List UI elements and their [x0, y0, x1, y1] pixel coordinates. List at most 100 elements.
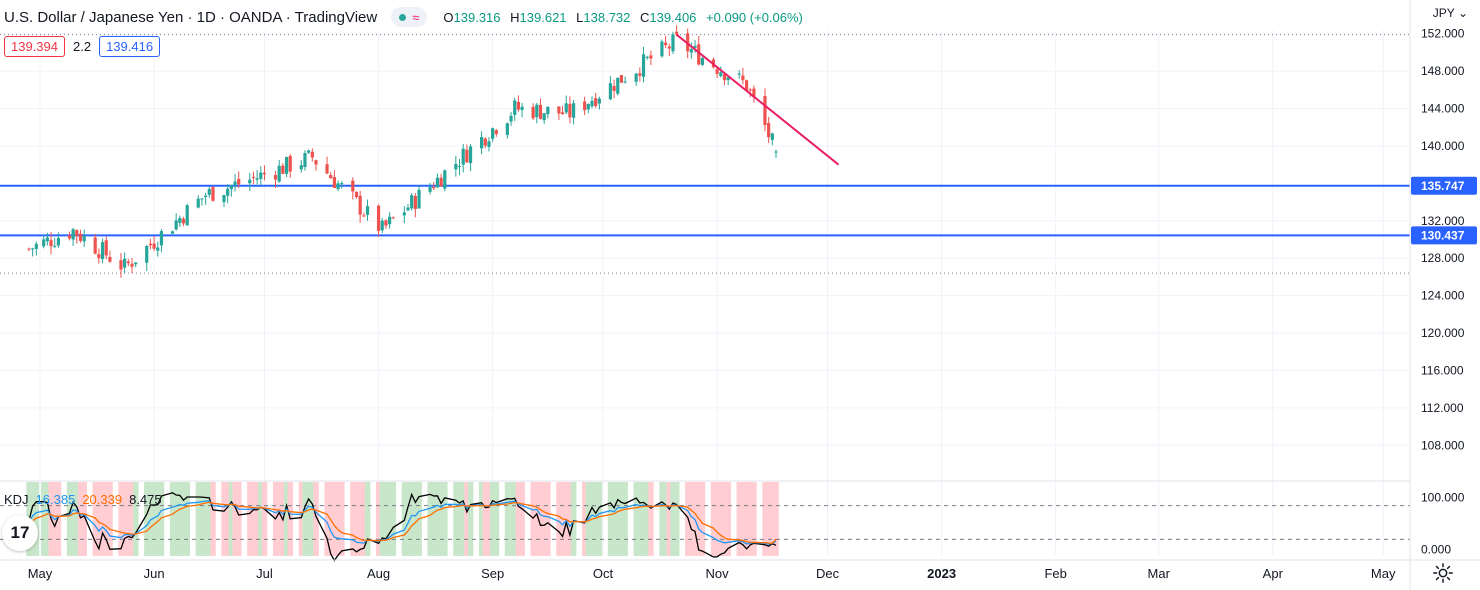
- kdj-bg-bar: [283, 482, 290, 556]
- time-tick-label: Jul: [256, 566, 273, 581]
- kdj-bg-bar: [479, 482, 485, 556]
- kdj-bg-bar: [180, 482, 187, 556]
- kdj-bg-bar: [195, 482, 202, 556]
- time-tick-label: Apr: [1263, 566, 1284, 581]
- candle-body: [388, 216, 392, 225]
- candle-body: [689, 49, 693, 53]
- kdj-bg-bar: [199, 482, 205, 556]
- kdj-bg-bar: [504, 482, 511, 556]
- kdj-bg-bar: [122, 482, 128, 556]
- candle-body: [546, 106, 550, 115]
- candle-body: [237, 178, 241, 185]
- kdj-bg-bar: [228, 482, 235, 556]
- candle-body: [288, 156, 292, 172]
- candle-body: [435, 177, 440, 188]
- kdj-bg-bar: [456, 482, 463, 556]
- kdj-bg-bar: [361, 482, 367, 556]
- candle-body: [181, 218, 186, 224]
- kdj-bg-bar: [512, 482, 518, 556]
- price-tick-label: 144.000: [1421, 102, 1465, 116]
- kdj-bg-bar: [129, 482, 135, 556]
- candle-body: [586, 104, 590, 110]
- candle-body: [465, 149, 469, 163]
- buy-price-button[interactable]: 139.416: [99, 36, 161, 57]
- candle-body: [645, 56, 649, 58]
- candle-body: [262, 172, 267, 175]
- candle-body: [468, 146, 473, 164]
- kdj-bg-bar: [276, 482, 282, 556]
- sell-price-button[interactable]: 139.394: [4, 36, 65, 57]
- currency-selector[interactable]: JPY ⌄: [1432, 6, 1468, 20]
- kdj-bg-bar: [490, 482, 496, 556]
- kdj-bg-bar: [508, 482, 514, 556]
- time-tick-label: 2023: [927, 566, 956, 581]
- kdj-legend: KDJ 16.385 20.339 8.475: [4, 492, 162, 507]
- kdj-bg-bar: [670, 482, 676, 556]
- kdj-bg-bar: [118, 482, 124, 556]
- kdj-bg-bar: [633, 482, 639, 556]
- ohlc-legend: O139.316 H139.621 L138.732 C139.406 +0.0…: [443, 9, 803, 25]
- kdj-bg-bar: [107, 482, 113, 556]
- candle-body: [748, 89, 752, 91]
- candle-body: [697, 44, 701, 65]
- candle-body: [299, 165, 303, 170]
- candle-body: [564, 103, 568, 113]
- candle-body: [649, 55, 653, 59]
- kdj-bg-bar: [736, 482, 742, 556]
- candle-body: [134, 262, 138, 265]
- candle-body: [75, 230, 79, 236]
- market-status[interactable]: ≈: [391, 7, 428, 27]
- candle-body: [480, 136, 484, 149]
- candle-body: [557, 106, 561, 114]
- market-open-dot-icon: [399, 13, 407, 21]
- kdj-bg-bar: [177, 482, 183, 556]
- price-tag-bg: [1411, 226, 1477, 245]
- kdj-bg-bar: [232, 482, 238, 556]
- time-tick-label: Nov: [706, 566, 730, 581]
- candle-body: [130, 263, 134, 267]
- candle-body: [443, 170, 447, 189]
- candle-body: [284, 156, 289, 174]
- symbol-title[interactable]: U.S. Dollar / Japanese Yen · 1D · OANDA …: [4, 8, 378, 26]
- candle-body: [513, 100, 517, 115]
- kdj-background: [26, 482, 779, 556]
- kdj-bg-bar: [364, 482, 371, 556]
- candle-body: [207, 188, 211, 195]
- kdj-d-value: 20.339: [82, 492, 123, 507]
- kdj-bg-bar: [519, 482, 525, 556]
- candle-body: [487, 141, 491, 147]
- candle-body: [204, 195, 208, 198]
- candle-body: [763, 95, 767, 126]
- kdj-bg-bar: [309, 482, 316, 556]
- kdj-bg-bar: [607, 482, 614, 556]
- gear-icon[interactable]: [1432, 562, 1454, 584]
- time-tick-label: Oct: [593, 566, 614, 581]
- kdj-bg-bar: [467, 482, 474, 556]
- kdj-bg-bar: [144, 482, 150, 556]
- kdj-bg-bar: [313, 482, 319, 556]
- kdj-bg-bar: [545, 482, 551, 556]
- kdj-bg-bar: [571, 482, 577, 556]
- candle-body: [457, 166, 462, 168]
- kdj-bg-bar: [258, 482, 264, 556]
- candle-body: [542, 113, 546, 121]
- kdj-bg-bar: [431, 482, 437, 556]
- candle-body: [45, 237, 49, 242]
- kdj-bg-bar: [383, 482, 389, 556]
- candles: [27, 25, 778, 278]
- kdj-bg-bar: [66, 482, 73, 556]
- kdj-bg-bar: [567, 482, 573, 556]
- candle-body: [406, 207, 410, 211]
- kdj-bg-bar: [173, 482, 179, 556]
- kdj-bg-bar: [44, 482, 51, 556]
- candle-body: [336, 183, 340, 190]
- candle-body: [200, 198, 204, 200]
- kdj-bg-bar: [710, 482, 717, 556]
- kdj-bg-bar: [721, 482, 728, 556]
- tradingview-logo[interactable]: 17: [2, 515, 38, 551]
- candle-body: [428, 187, 432, 192]
- candle-body: [380, 220, 384, 231]
- kdj-bg-bar: [644, 482, 650, 556]
- wave-icon: ≈: [412, 9, 420, 25]
